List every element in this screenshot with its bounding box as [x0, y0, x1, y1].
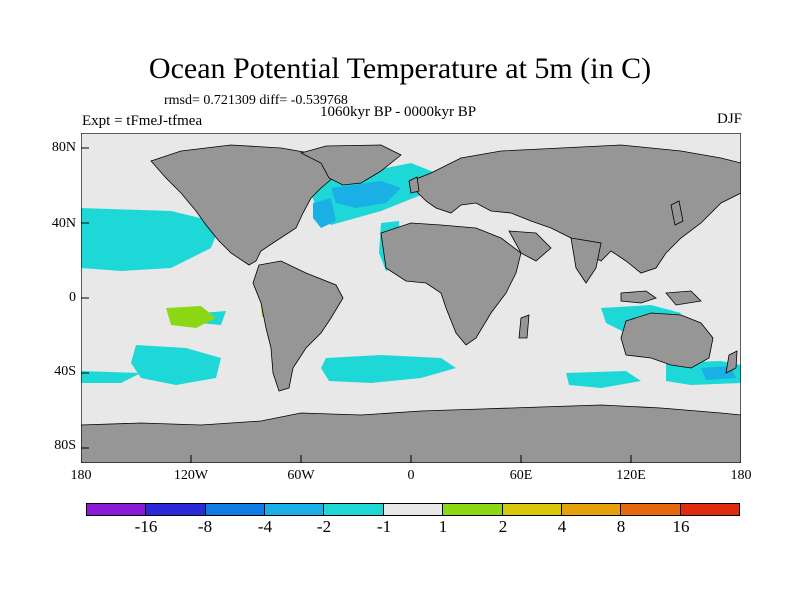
- stats-text: rmsd= 0.721309 diff= -0.539768: [164, 93, 348, 108]
- japan: [670, 200, 684, 226]
- africa: [380, 222, 522, 346]
- plot-title: Ocean Potential Temperature at 5m (in C): [148, 52, 652, 85]
- colorbar-label: -1: [376, 517, 392, 536]
- colorbar: [86, 503, 740, 516]
- y-tick-label: 80S: [54, 438, 76, 453]
- antarctica: [81, 404, 741, 463]
- india: [570, 237, 602, 284]
- eurasia: [410, 144, 741, 274]
- east-pacific-warm: [166, 306, 216, 328]
- new-zealand: [725, 350, 738, 374]
- cooler-anomaly-regions: [313, 181, 736, 380]
- y-tick-label: 0: [69, 290, 76, 305]
- north-pacific-cool: [81, 208, 221, 271]
- colorbar-segment: [324, 504, 384, 515]
- southern-indian-cool: [566, 371, 641, 388]
- colorbar-label: -4: [257, 517, 273, 536]
- y-tick-label: 40N: [51, 216, 76, 231]
- colorbar-label: -16: [134, 517, 158, 536]
- cool-anomaly-regions: [81, 163, 741, 388]
- uk: [408, 176, 420, 194]
- southern-ocean-west-cool: [81, 371, 141, 383]
- colorbar-segment: [561, 504, 622, 515]
- season-label: DJF: [716, 111, 742, 127]
- indonesia: [620, 290, 702, 306]
- x-tick-label: 120E: [616, 468, 646, 483]
- colorbar-segment: [265, 504, 325, 515]
- x-tick-label: 180: [730, 468, 752, 483]
- south-america: [252, 260, 344, 392]
- colorbar-segment: [680, 504, 739, 515]
- south-pacific-cool: [131, 345, 221, 385]
- north-atlantic-cooler: [331, 181, 401, 208]
- x-tick-label: 180: [70, 468, 92, 483]
- x-tick-label: 0: [407, 468, 415, 483]
- colorbar-label: 1: [438, 517, 448, 536]
- colorbar-segment: [621, 504, 681, 515]
- colorbar-label: 2: [498, 517, 508, 536]
- x-tick-label: 60W: [287, 468, 315, 483]
- greenland: [299, 144, 402, 186]
- gulf-stream-cooler: [313, 198, 336, 228]
- period-label: 1060kyr BP - 0000kyr BP: [320, 104, 477, 120]
- south-atlantic-cool: [321, 355, 456, 383]
- arabia: [508, 230, 552, 262]
- colorbar-segment: [383, 504, 444, 515]
- land-masses: [81, 144, 741, 463]
- colorbar-label: 4: [557, 517, 567, 536]
- y-tick-label: 40S: [54, 364, 76, 379]
- x-tick-label: 120W: [173, 468, 209, 483]
- colorbar-segment: [87, 504, 147, 515]
- madagascar: [518, 314, 530, 339]
- x-tick-label: 60E: [509, 468, 533, 483]
- colorbar-label: 16: [672, 517, 690, 536]
- axis-ticks: [81, 147, 632, 463]
- experiment-label: Expt = tFmeJ-tfmea: [82, 113, 203, 129]
- y-tick-label: 80N: [51, 140, 76, 155]
- world-map: [81, 133, 741, 463]
- australia: [620, 312, 714, 369]
- colorbar-segment: [502, 504, 562, 515]
- colorbar-label: -2: [316, 517, 332, 536]
- colorbar-segment: [146, 504, 206, 515]
- colorbar-label: 8: [616, 517, 626, 536]
- colorbar-label: -8: [197, 517, 213, 536]
- colorbar-segment: [443, 504, 503, 515]
- north-america: [150, 144, 342, 266]
- colorbar-segment: [205, 504, 266, 515]
